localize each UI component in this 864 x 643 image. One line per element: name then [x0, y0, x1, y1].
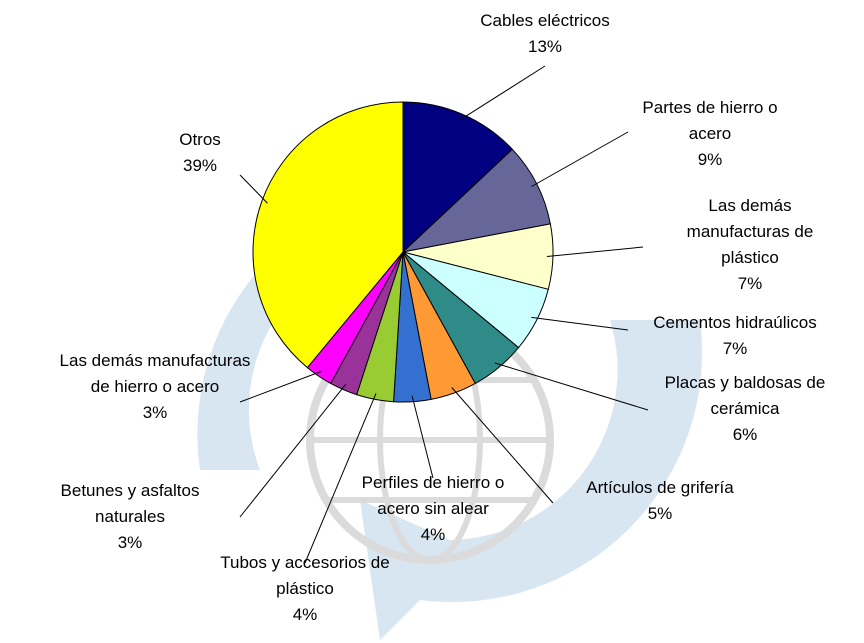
slice-label: Tubos y accesorios de plástico 4%	[205, 550, 405, 628]
pie-slice	[252, 101, 404, 369]
value-label: 7%	[737, 274, 763, 293]
leader-line	[451, 387, 554, 504]
slice-label: Artículos de grifería 5%	[560, 475, 760, 527]
slice-label: Las demás manufacturas de plástico 7%	[665, 193, 835, 297]
leader-line	[531, 316, 629, 331]
leader-line	[494, 362, 649, 411]
category-label: Las demás manufacturas de hierro o acero	[59, 351, 251, 396]
category-label: Perfiles de hierro o acero sin alear	[361, 473, 505, 518]
slice-label: Placas y baldosas de cerámica 6%	[635, 370, 855, 448]
leader-line	[411, 395, 434, 479]
value-label: 9%	[697, 150, 723, 169]
category-label: Partes de hierro o acero	[642, 98, 778, 143]
slice-label: Otros 39%	[150, 127, 250, 179]
slice-label: Perfiles de hierro o acero sin alear 4%	[343, 470, 523, 548]
leader-line	[239, 370, 323, 403]
leader-line	[546, 246, 644, 258]
slice-label: Betunes y asfaltos naturales 3%	[30, 478, 230, 556]
slice-label: Cementos hidraúlicos 7%	[620, 310, 850, 362]
leader-line	[531, 131, 629, 188]
slice-label: Partes de hierro o acero 9%	[620, 95, 800, 173]
slice-label: Las demás manufacturas de hierro o acero…	[55, 348, 255, 426]
value-label: 13%	[527, 37, 563, 56]
leader-line	[239, 174, 268, 204]
value-label: 39%	[182, 156, 218, 175]
slice-label: Cables eléctricos 13%	[445, 8, 645, 60]
value-label: 4%	[420, 525, 446, 544]
leader-line	[459, 65, 546, 121]
category-label: Artículos de grifería	[586, 478, 734, 497]
value-label: 4%	[292, 605, 318, 624]
value-label: 5%	[647, 504, 673, 523]
category-label: Las demás manufacturas de plástico	[686, 196, 814, 267]
pie-slice	[402, 101, 514, 254]
category-label: Tubos y accesorios de plástico	[220, 553, 390, 598]
category-label: Cables eléctricos	[480, 11, 610, 30]
category-label: Cementos hidraúlicos	[653, 313, 817, 332]
value-label: 3%	[142, 403, 168, 422]
value-label: 6%	[732, 425, 758, 444]
category-label: Placas y baldosas de cerámica	[664, 373, 826, 418]
category-label: Betunes y asfaltos naturales	[60, 481, 200, 526]
leader-line	[304, 393, 377, 564]
leader-line	[239, 383, 347, 518]
category-label: Otros	[179, 130, 221, 149]
value-label: 7%	[722, 339, 748, 358]
value-label: 3%	[117, 533, 143, 552]
